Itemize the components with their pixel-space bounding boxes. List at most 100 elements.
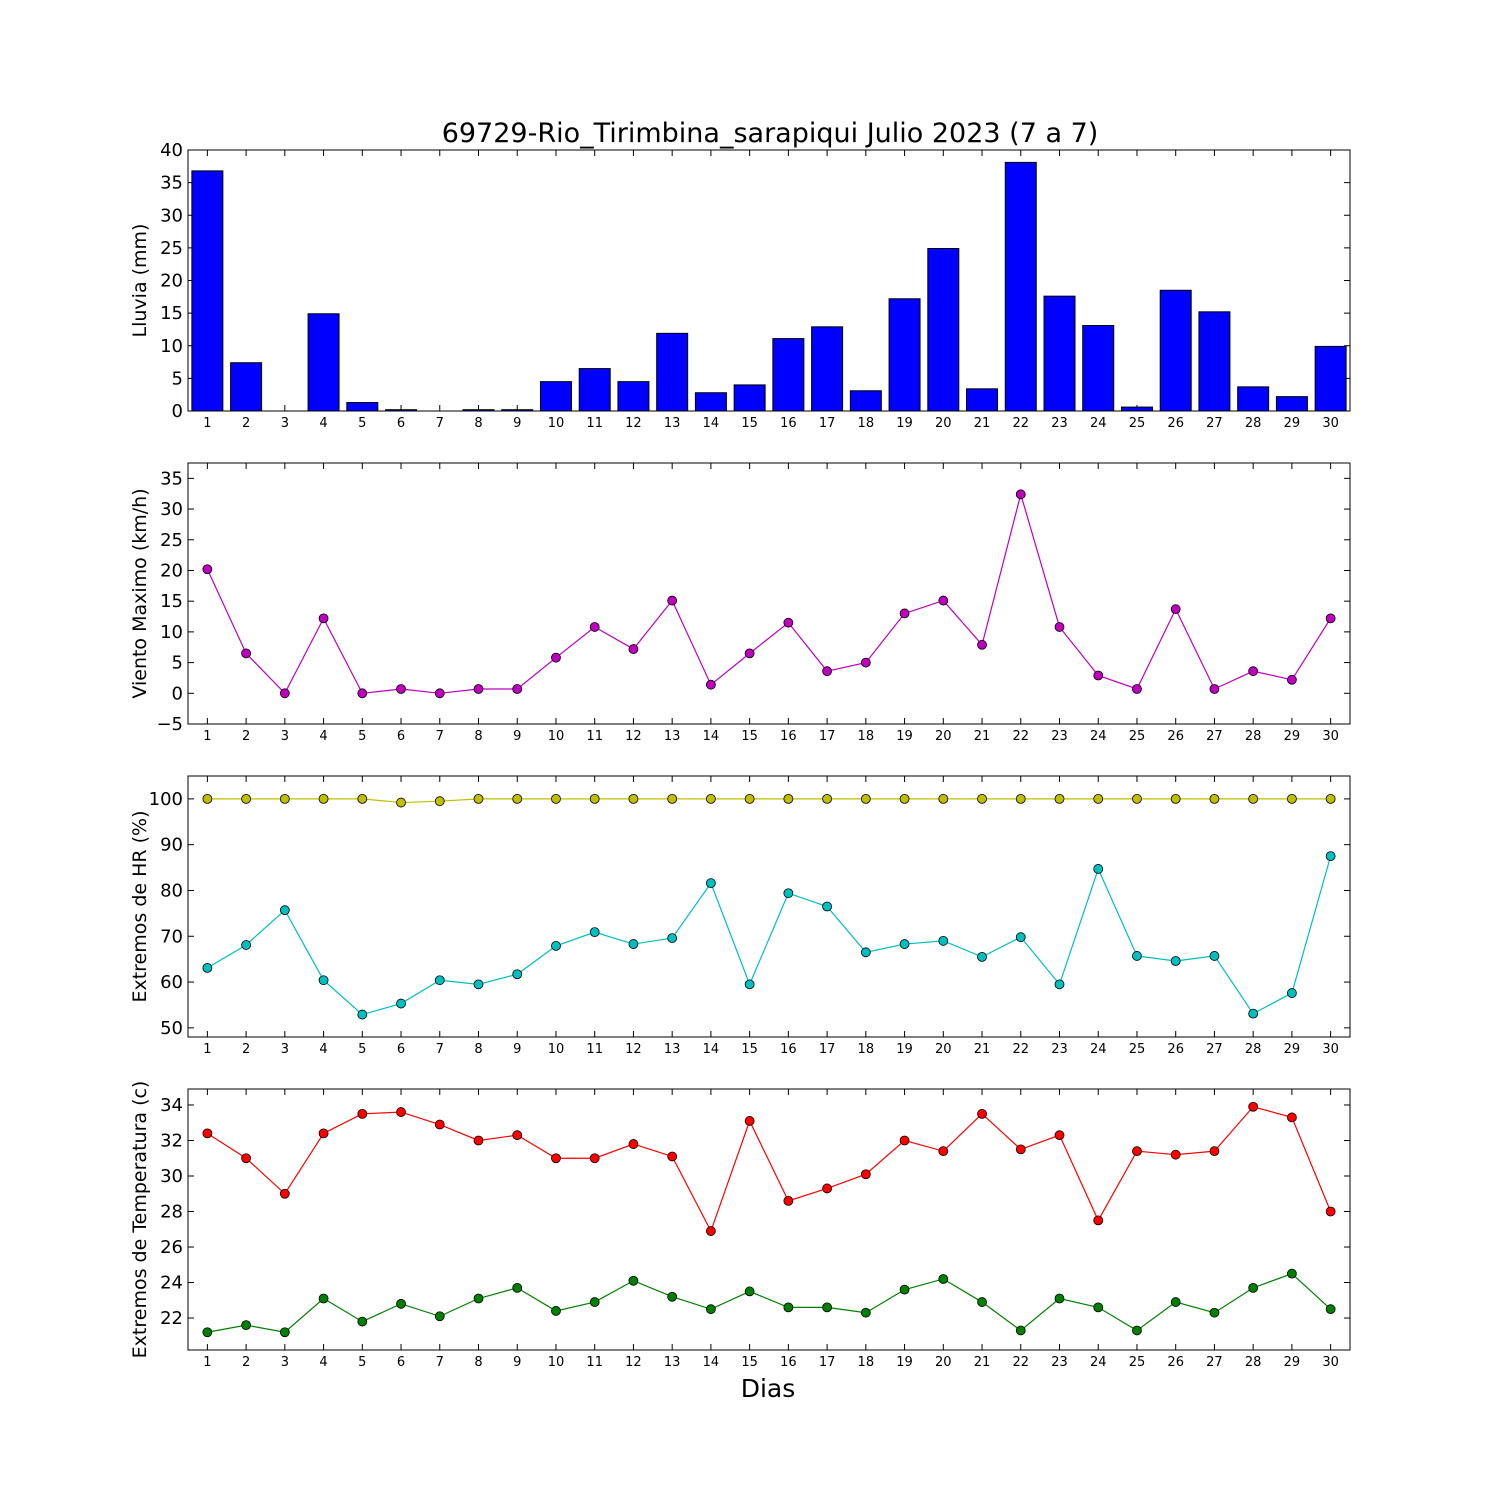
x-tick-label-temperature: 4 <box>319 1355 327 1370</box>
data-point-humidity-1 <box>1015 932 1026 943</box>
y-tick-label-wind: 10 <box>160 622 183 643</box>
data-point-wind-0 <box>899 608 910 619</box>
x-tick-label-rain: 28 <box>1245 416 1262 431</box>
data-point-temperature-1 <box>860 1307 871 1318</box>
x-tick-label-rain: 20 <box>935 416 952 431</box>
x-tick-label-humidity: 8 <box>474 1042 482 1057</box>
data-point-humidity-0 <box>1248 793 1259 804</box>
x-tick-label-rain: 10 <box>548 416 565 431</box>
y-tick-label-wind: 35 <box>160 468 183 489</box>
y-tick-label-humidity: 70 <box>160 926 183 947</box>
data-point-temperature-0 <box>1093 1215 1104 1226</box>
data-point-temperature-0 <box>1015 1144 1026 1155</box>
x-tick-label-temperature: 9 <box>513 1355 521 1370</box>
y-tick-label-rain: 0 <box>172 401 183 422</box>
x-tick-label-humidity: 1 <box>203 1042 211 1057</box>
bar-rain <box>1237 386 1270 412</box>
x-tick-label-wind: 3 <box>281 729 289 744</box>
x-tick-label-temperature: 23 <box>1051 1355 1068 1370</box>
data-point-temperature-0 <box>628 1139 639 1149</box>
data-point-wind-0 <box>1054 622 1065 632</box>
bar-rain <box>1314 345 1347 412</box>
data-point-temperature-0 <box>667 1151 678 1162</box>
data-point-temperature-0 <box>1248 1101 1259 1112</box>
data-point-humidity-0 <box>473 793 484 804</box>
data-point-humidity-1 <box>1248 1008 1259 1019</box>
x-tick-label-humidity: 2 <box>242 1042 250 1057</box>
data-point-humidity-1 <box>1209 951 1220 961</box>
data-point-wind-0 <box>822 666 832 677</box>
x-tick-label-rain: 24 <box>1090 416 1107 431</box>
x-tick-label-humidity: 25 <box>1129 1042 1146 1057</box>
data-point-humidity-0 <box>628 793 639 804</box>
y-tick-label-temperature: 28 <box>160 1202 183 1223</box>
y-tick-label-rain: 10 <box>160 336 183 357</box>
y-tick-label-humidity: 100 <box>149 789 183 810</box>
x-tick-label-rain: 17 <box>819 416 836 431</box>
y-tick-label-wind: 30 <box>160 499 183 520</box>
y-tick-label-wind: 15 <box>160 591 183 612</box>
y-tick-label-temperature: 30 <box>160 1166 183 1187</box>
data-point-humidity-1 <box>1170 956 1181 966</box>
data-point-wind-0 <box>1287 674 1297 685</box>
data-point-temperature-1 <box>1287 1268 1297 1279</box>
data-point-wind-0 <box>318 613 329 624</box>
series-line-humidity-0 <box>207 798 1331 804</box>
data-point-wind-0 <box>279 688 290 699</box>
data-point-temperature-0 <box>899 1135 910 1146</box>
x-tick-label-temperature: 17 <box>819 1355 836 1370</box>
data-point-humidity-0 <box>1287 793 1297 804</box>
bar-rain <box>1159 289 1192 412</box>
data-point-wind-0 <box>1132 684 1142 694</box>
x-tick-label-temperature: 11 <box>586 1355 603 1370</box>
x-tick-label-temperature: 14 <box>703 1355 720 1370</box>
data-point-humidity-1 <box>318 975 329 986</box>
bar-rain <box>772 338 805 412</box>
data-point-wind-0 <box>396 684 406 694</box>
x-tick-label-humidity: 27 <box>1206 1042 1223 1057</box>
x-tick-label-humidity: 20 <box>935 1042 952 1057</box>
data-point-humidity-0 <box>1209 793 1220 804</box>
x-tick-label-humidity: 3 <box>281 1042 289 1057</box>
data-point-temperature-1 <box>473 1293 484 1304</box>
x-tick-label-wind: 13 <box>664 729 681 744</box>
data-point-temperature-0 <box>706 1226 716 1236</box>
x-tick-label-rain: 9 <box>513 416 521 431</box>
y-tick-label-wind: −5 <box>156 714 183 735</box>
data-point-temperature-0 <box>279 1188 290 1199</box>
data-point-temperature-1 <box>977 1297 987 1307</box>
data-point-wind-0 <box>1325 613 1336 624</box>
data-point-humidity-1 <box>822 901 832 912</box>
data-point-temperature-0 <box>938 1146 949 1157</box>
x-tick-label-wind: 10 <box>548 729 565 744</box>
data-point-temperature-1 <box>357 1316 368 1327</box>
data-point-temperature-0 <box>1170 1149 1181 1160</box>
data-point-humidity-0 <box>1054 793 1065 804</box>
x-tick-label-wind: 28 <box>1245 729 1262 744</box>
bar-rain <box>1198 311 1231 412</box>
x-tick-label-rain: 5 <box>358 416 366 431</box>
x-tick-label-wind: 27 <box>1206 729 1223 744</box>
data-point-temperature-0 <box>434 1119 445 1130</box>
bar-rain <box>888 298 921 412</box>
y-axis-label-wind: Viento Maximo (km/h) <box>129 488 151 698</box>
y-tick-label-humidity: 60 <box>160 972 183 993</box>
data-point-wind-0 <box>241 648 252 659</box>
x-tick-label-temperature: 18 <box>858 1355 875 1370</box>
x-tick-label-rain: 1 <box>203 416 211 431</box>
x-tick-label-humidity: 15 <box>741 1042 758 1057</box>
data-point-temperature-1 <box>1209 1307 1220 1318</box>
data-point-wind-0 <box>706 679 716 690</box>
x-tick-label-wind: 29 <box>1284 729 1301 744</box>
y-tick-label-wind: 20 <box>160 560 183 581</box>
data-point-humidity-1 <box>1287 988 1297 998</box>
x-tick-label-temperature: 7 <box>436 1355 444 1370</box>
data-point-humidity-1 <box>1093 864 1104 874</box>
y-tick-label-humidity: 50 <box>160 1018 183 1039</box>
data-point-humidity-1 <box>241 940 252 950</box>
data-point-temperature-0 <box>1325 1206 1336 1217</box>
data-point-temperature-0 <box>783 1195 794 1206</box>
